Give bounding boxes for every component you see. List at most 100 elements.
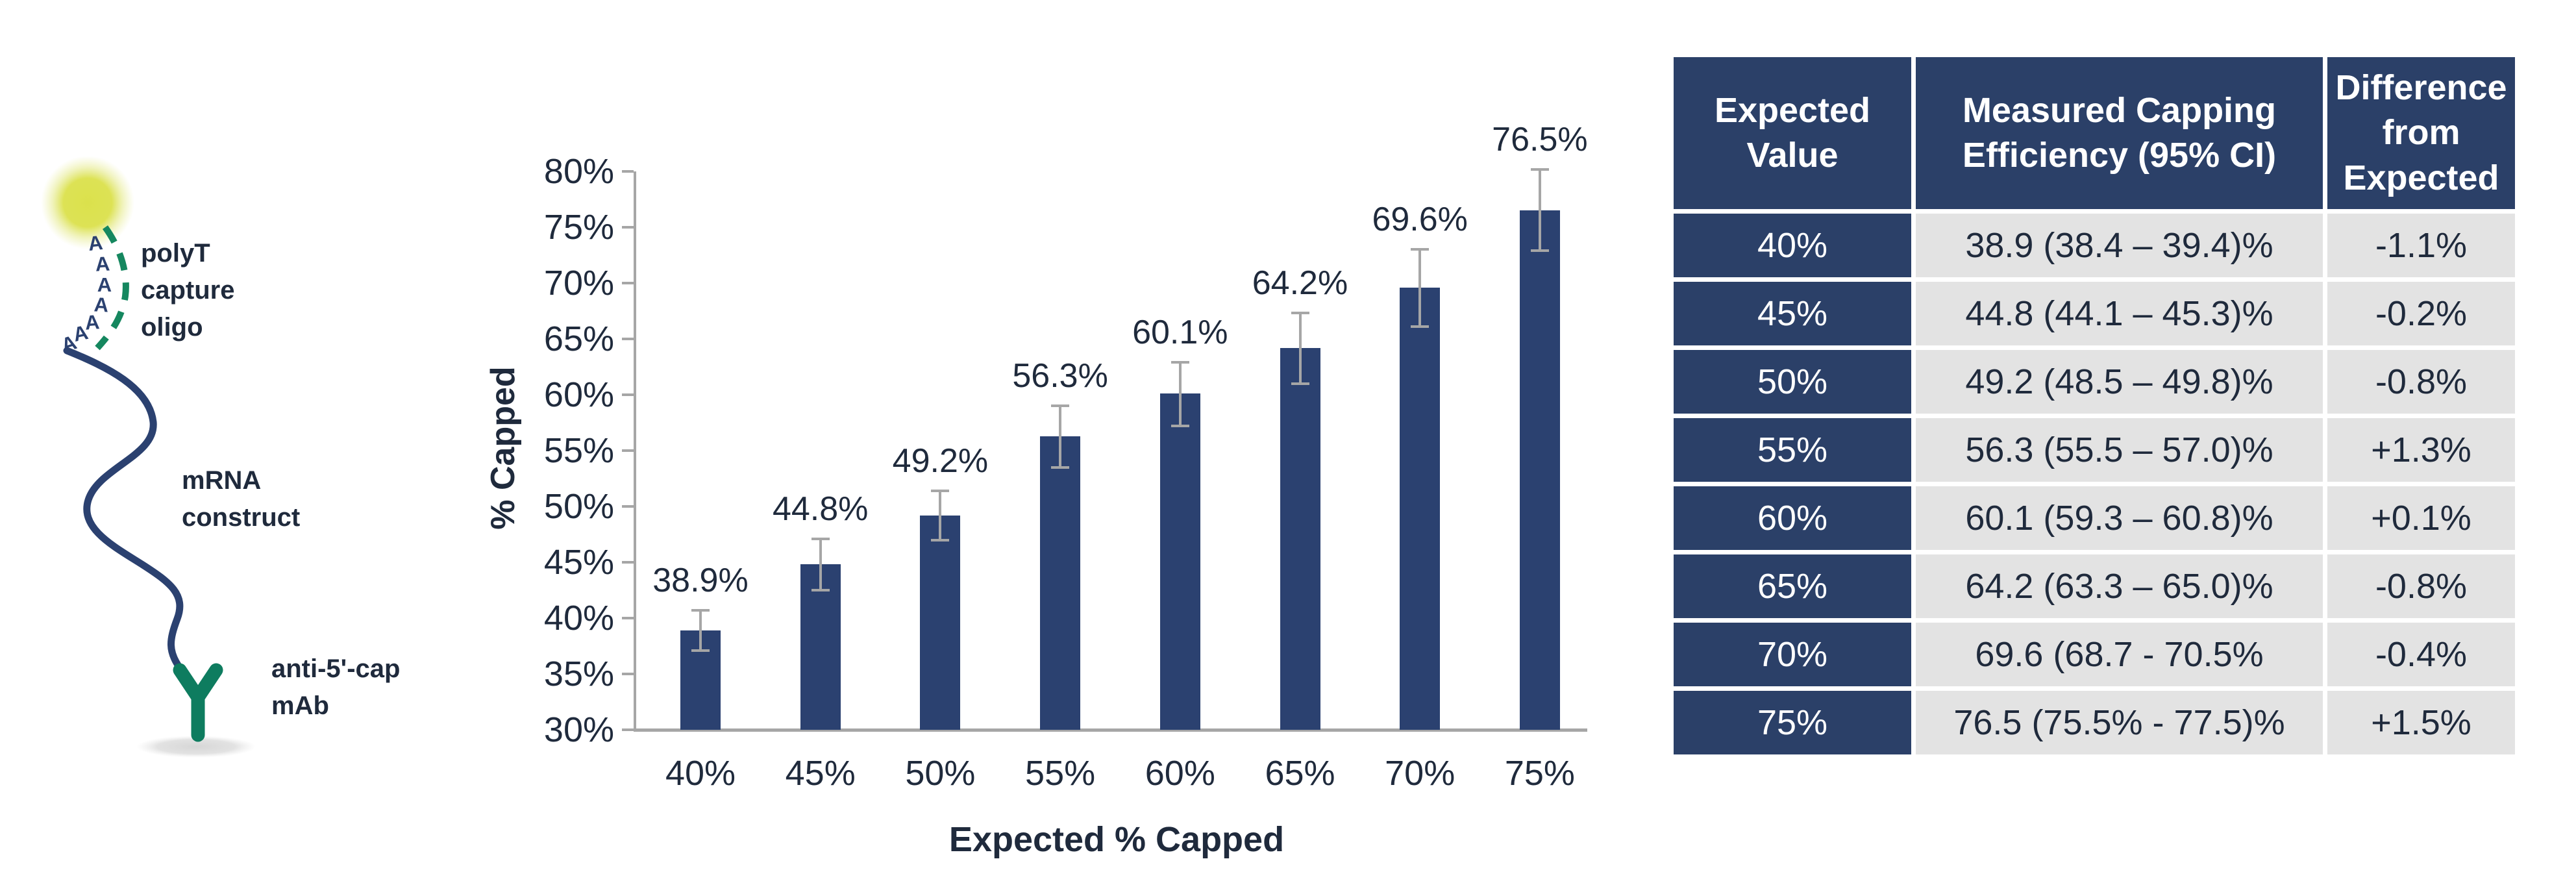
error-bar-cap-top — [1530, 168, 1549, 171]
table-header-expected: Expected Value — [1674, 57, 1911, 209]
error-bar-cap-bottom — [1291, 382, 1309, 385]
x-tick-label: 70% — [1385, 754, 1455, 793]
error-bar-line — [699, 610, 702, 651]
error-bar-cap-top — [691, 608, 710, 612]
y-tick-label: 65% — [543, 319, 614, 358]
error-bar-cap-bottom — [691, 649, 710, 652]
error-bar-cap-bottom — [811, 589, 830, 591]
bar-value-label: 76.5% — [1492, 120, 1588, 158]
bar-value-label: 60.1% — [1132, 314, 1228, 352]
y-tick-label: 55% — [543, 431, 614, 470]
x-tick-label: 55% — [1025, 754, 1096, 793]
bar-value-label: 56.3% — [1012, 357, 1108, 395]
table-cell-difference: -0.8% — [2327, 554, 2515, 618]
y-tick-mark — [622, 617, 634, 619]
table-cell-expected: 40% — [1674, 214, 1911, 277]
polyt-capture-oligo-label: polyT capture oligo — [141, 235, 235, 346]
x-axis-title: Expected % Capped — [948, 820, 1285, 859]
x-axis-line — [634, 728, 1587, 732]
error-bar-cap-bottom — [1051, 466, 1070, 469]
table-cell-difference: -0.8% — [2327, 350, 2515, 414]
y-tick-label: 60% — [543, 375, 614, 414]
error-bar-line — [1298, 313, 1302, 384]
mab-label-line1: anti-5'-cap — [271, 654, 401, 683]
error-bar-line — [1418, 249, 1422, 327]
error-bar-cap-top — [1170, 361, 1189, 364]
table-cell-expected: 55% — [1674, 418, 1911, 482]
y-tick-label: 45% — [543, 543, 614, 582]
y-tick-mark — [622, 282, 634, 284]
bar-value-label: 64.2% — [1252, 264, 1348, 303]
error-bar-cap-top — [1411, 248, 1430, 251]
y-tick-label: 40% — [543, 599, 614, 638]
antibody-y-icon — [173, 663, 223, 742]
y-tick-label: 30% — [543, 710, 614, 749]
y-tick-mark — [622, 561, 634, 564]
y-tick-mark — [622, 226, 634, 229]
table-cell-difference: -0.2% — [2327, 282, 2515, 345]
bar-value-label: 44.8% — [772, 490, 869, 528]
table-cell-difference: +1.3% — [2327, 418, 2515, 482]
table-header-measured: Measured Capping Efficiency (95% CI) — [1916, 57, 2323, 209]
error-bar-line — [819, 538, 822, 590]
table-cell-measured: 69.6 (68.7 - 70.5% — [1916, 623, 2323, 686]
surface-shadow — [136, 736, 256, 758]
mrna-label-line2: construct — [182, 503, 301, 532]
mrna-construct-label: mRNA construct — [182, 462, 300, 536]
table-cell-expected: 75% — [1674, 691, 1911, 754]
table-cell-measured: 44.8 (44.1 – 45.3)% — [1916, 282, 2323, 345]
error-bar-cap-bottom — [1170, 425, 1189, 428]
error-bar-cap-top — [1051, 404, 1070, 408]
table-cell-difference: +1.5% — [2327, 691, 2515, 754]
x-tick-label: 40% — [665, 754, 736, 793]
bar — [1280, 347, 1320, 730]
bar — [1159, 393, 1200, 730]
table-cell-expected: 65% — [1674, 554, 1911, 618]
polyt-oligo-dashed-curve — [95, 225, 129, 351]
bar-value-label: 38.9% — [652, 561, 749, 599]
y-tick-mark — [622, 393, 634, 396]
mab-label-line2: mAb — [271, 691, 329, 720]
results-table: Expected Value Measured Capping Efficien… — [1674, 57, 2515, 754]
capping-efficiency-bar-chart: % Capped 30% 35% 40% 45% 50% 55% 60% 65% 70% 75% 8… — [454, 0, 1688, 896]
bar — [1400, 287, 1441, 730]
table-cell-measured: 56.3 (55.5 – 57.0)% — [1916, 418, 2323, 482]
error-bar-line — [1059, 406, 1062, 467]
x-tick-label: 50% — [905, 754, 976, 793]
y-tick-mark — [622, 170, 634, 173]
table-cell-measured: 64.2 (63.3 – 65.0)% — [1916, 554, 2323, 618]
bar-value-label: 69.6% — [1372, 201, 1468, 239]
polyt-label-line3: oligo — [141, 313, 203, 342]
table-cell-expected: 60% — [1674, 486, 1911, 550]
y-tick-mark — [622, 505, 634, 508]
y-tick-mark — [622, 728, 634, 731]
bar — [800, 564, 841, 730]
error-bar-cap-top — [811, 537, 830, 540]
mrna-label-line1: mRNA — [182, 466, 262, 495]
polya-letter: A — [97, 273, 112, 296]
mrna-squiggle — [63, 347, 184, 673]
bar — [920, 515, 961, 730]
x-tick-label: 65% — [1265, 754, 1335, 793]
polyt-label-line2: capture — [141, 276, 235, 305]
x-tick-label: 60% — [1145, 754, 1215, 793]
table-cell-measured: 49.2 (48.5 – 49.8)% — [1916, 350, 2323, 414]
error-bar-cap-top — [1291, 312, 1309, 315]
table-header-difference: Difference from Expected — [2327, 57, 2515, 209]
polyt-label-line1: polyT — [141, 239, 210, 268]
y-tick-label: 75% — [543, 208, 614, 247]
error-bar-cap-bottom — [1530, 249, 1549, 253]
table-cell-measured: 38.9 (38.4 – 39.4)% — [1916, 214, 2323, 277]
polya-letter: A — [93, 293, 109, 316]
table-cell-expected: 50% — [1674, 350, 1911, 414]
x-tick-label: 45% — [785, 754, 856, 793]
table-cell-measured: 60.1 (59.3 – 60.8)% — [1916, 486, 2323, 550]
x-tick-label: 75% — [1504, 754, 1575, 793]
polya-letter: A — [84, 310, 101, 334]
table-cell-difference: -0.4% — [2327, 623, 2515, 686]
y-tick-label: 50% — [543, 487, 614, 526]
y-tick-label: 70% — [543, 264, 614, 303]
